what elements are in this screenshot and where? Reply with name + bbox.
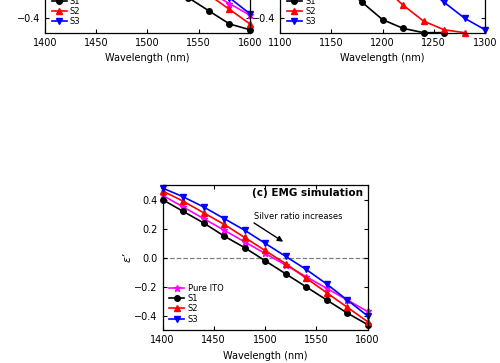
Pure ITO bbox=[303, 274, 309, 279]
Line: S2: S2 bbox=[159, 187, 371, 325]
Legend: Pure ITO, S1, S2, S3: Pure ITO, S1, S2, S3 bbox=[49, 0, 108, 29]
S3 bbox=[247, 12, 253, 16]
S1 bbox=[364, 322, 370, 327]
Pure ITO bbox=[282, 263, 288, 267]
S1 bbox=[160, 197, 166, 202]
X-axis label: Wavelength (nm): Wavelength (nm) bbox=[223, 351, 307, 361]
S2 bbox=[160, 189, 166, 193]
S2 bbox=[282, 261, 288, 266]
Y-axis label: ε’: ε’ bbox=[123, 253, 133, 262]
S3 bbox=[160, 186, 166, 190]
S3 bbox=[282, 254, 288, 258]
S2 bbox=[303, 276, 309, 280]
Line: S3: S3 bbox=[276, 0, 488, 33]
Line: S1: S1 bbox=[277, 0, 447, 36]
Line: Pure ITO: Pure ITO bbox=[159, 192, 371, 315]
S3 bbox=[462, 16, 468, 20]
Pure ITO bbox=[247, 13, 253, 17]
S2 bbox=[462, 30, 468, 35]
S2 bbox=[242, 235, 248, 240]
Legend: S1, S2, S3: S1, S2, S3 bbox=[284, 0, 318, 29]
S1 bbox=[400, 26, 406, 30]
S2 bbox=[226, 7, 232, 12]
Pure ITO bbox=[221, 228, 227, 232]
S1 bbox=[359, 0, 365, 4]
S3 bbox=[482, 28, 488, 32]
Legend: Pure ITO, S1, S2, S3: Pure ITO, S1, S2, S3 bbox=[166, 281, 226, 326]
S1 bbox=[221, 234, 227, 238]
S1 bbox=[226, 22, 232, 26]
S3 bbox=[303, 267, 309, 272]
S1 bbox=[247, 28, 253, 32]
S3 bbox=[180, 195, 186, 199]
S1 bbox=[380, 17, 386, 22]
Line: S3: S3 bbox=[42, 0, 254, 17]
Line: S1: S1 bbox=[160, 197, 370, 327]
S2 bbox=[364, 319, 370, 324]
Pure ITO bbox=[200, 216, 206, 221]
S2 bbox=[324, 290, 330, 295]
S3 bbox=[221, 216, 227, 221]
Pure ITO bbox=[226, 1, 232, 6]
Pure ITO bbox=[262, 251, 268, 256]
Pure ITO bbox=[344, 298, 350, 302]
S3 bbox=[262, 241, 268, 245]
S3 bbox=[441, 0, 447, 4]
S3 bbox=[344, 298, 350, 302]
X-axis label: Wavelength (nm): Wavelength (nm) bbox=[340, 53, 425, 63]
S2 bbox=[420, 19, 426, 23]
S3 bbox=[364, 314, 370, 318]
X-axis label: Wavelength (nm): Wavelength (nm) bbox=[105, 53, 190, 63]
Pure ITO bbox=[180, 205, 186, 209]
S3 bbox=[242, 228, 248, 232]
S1 bbox=[303, 285, 309, 289]
Line: S2: S2 bbox=[42, 0, 254, 28]
Line: S1: S1 bbox=[42, 0, 253, 33]
Text: Silver ratio increases: Silver ratio increases bbox=[254, 212, 342, 221]
S1 bbox=[206, 9, 212, 13]
S2 bbox=[200, 211, 206, 215]
S2 bbox=[247, 22, 253, 26]
Pure ITO bbox=[364, 309, 370, 314]
S2 bbox=[400, 3, 406, 7]
S1 bbox=[242, 245, 248, 250]
S2 bbox=[262, 248, 268, 253]
Pure ITO bbox=[242, 240, 248, 244]
S1 bbox=[282, 272, 288, 276]
Text: (c) EMG simulation: (c) EMG simulation bbox=[252, 188, 364, 198]
S3 bbox=[200, 205, 206, 209]
S1 bbox=[324, 298, 330, 302]
S1 bbox=[441, 30, 447, 35]
S2 bbox=[180, 199, 186, 203]
S1 bbox=[420, 30, 426, 35]
S1 bbox=[262, 258, 268, 263]
S2 bbox=[344, 305, 350, 309]
S2 bbox=[441, 28, 447, 32]
S1 bbox=[344, 311, 350, 315]
Pure ITO bbox=[324, 286, 330, 290]
S1 bbox=[200, 221, 206, 225]
Line: S2: S2 bbox=[276, 0, 468, 36]
S1 bbox=[180, 209, 186, 213]
Pure ITO bbox=[160, 193, 166, 197]
Line: Pure ITO: Pure ITO bbox=[42, 0, 254, 19]
S3 bbox=[324, 282, 330, 286]
Line: S3: S3 bbox=[159, 184, 371, 319]
S2 bbox=[221, 222, 227, 227]
